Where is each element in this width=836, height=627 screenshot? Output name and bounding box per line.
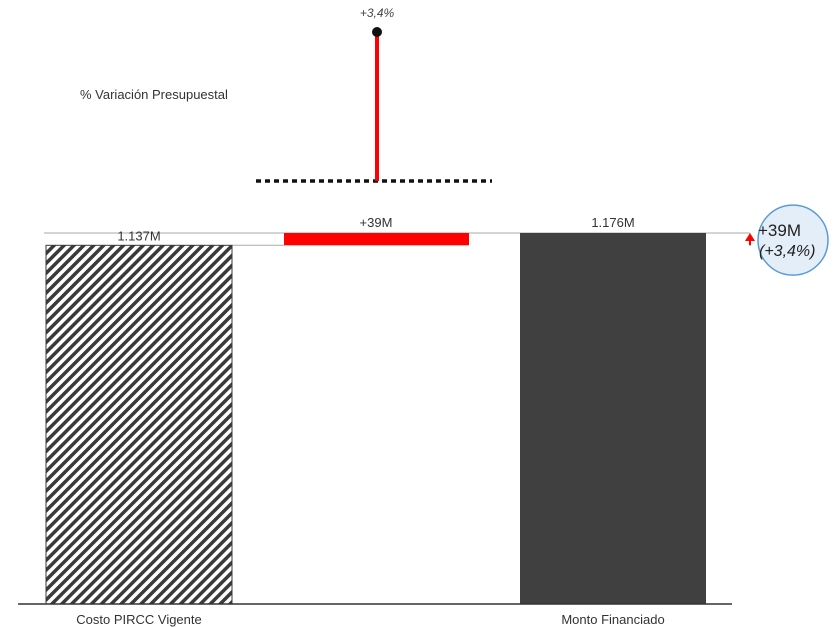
data-label-costo-pircc-vigente: 1.137M [117, 228, 160, 243]
data-label-variance-increase: +39M [360, 215, 393, 230]
variance-chart-title: % Variación Presupuestal [80, 87, 228, 102]
variance-bubble-value: +39M [758, 221, 801, 240]
x-tick-label-costo-pircc-vigente: Costo PIRCC Vigente [76, 612, 202, 627]
variance-label: +3,4% [360, 6, 395, 20]
variance-bubble [757, 204, 829, 276]
variance-bubble-percent: (+3,4%) [759, 243, 815, 260]
data-label-monto-financiado: 1.176M [591, 215, 634, 230]
x-tick-label-monto-financiado: Monto Financiado [561, 612, 664, 627]
bar-monto-financiado [520, 233, 706, 604]
bar-variance-increase [284, 233, 469, 246]
bar-costo-pircc-vigente [45, 244, 233, 605]
variance-dot [372, 27, 382, 37]
delta-arrow-head [745, 233, 755, 241]
